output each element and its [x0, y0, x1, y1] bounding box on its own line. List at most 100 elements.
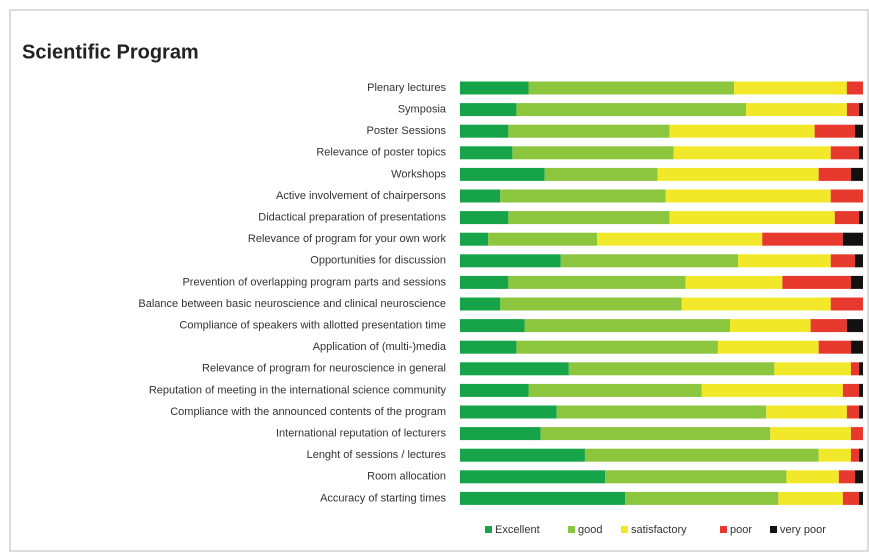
bar-segment	[846, 405, 859, 419]
bar-segment	[568, 362, 775, 376]
bar-segment	[584, 448, 819, 462]
bar-segment	[814, 124, 855, 138]
bar-segment	[842, 491, 859, 505]
bar-segment	[850, 275, 863, 289]
bar-segment	[460, 491, 626, 505]
legend-swatch	[568, 526, 575, 533]
legend-swatch	[770, 526, 777, 533]
category-label: Prevention of overlapping program parts …	[182, 276, 446, 288]
legend-swatch	[621, 526, 628, 533]
bar-segment	[858, 211, 863, 225]
bar-segment	[673, 146, 831, 160]
bar-segment	[830, 254, 855, 268]
bar-segment	[854, 254, 863, 268]
category-label: Workshops	[391, 168, 446, 180]
bar-segment	[560, 254, 739, 268]
bar-segment	[846, 319, 863, 333]
bar-segment	[858, 362, 863, 376]
bar-segment	[460, 448, 585, 462]
bar-segment	[858, 383, 863, 397]
bar-segment	[460, 232, 489, 246]
bar-segment	[701, 383, 843, 397]
bar-segment	[838, 470, 855, 484]
bar-segment	[818, 448, 851, 462]
bar-segment	[516, 340, 718, 354]
bar-segment	[625, 491, 779, 505]
category-label: Poster Sessions	[367, 125, 447, 137]
bar-segment	[597, 232, 763, 246]
bar-segment	[762, 232, 843, 246]
bar-segment	[850, 167, 863, 181]
bar-segment	[460, 405, 557, 419]
bar-segment	[524, 319, 731, 333]
bar-segment	[460, 254, 561, 268]
bar-segment	[810, 319, 847, 333]
bar-segment	[460, 340, 517, 354]
bar-segment	[460, 275, 509, 289]
bar-segment	[850, 362, 859, 376]
bar-segment	[782, 275, 851, 289]
bar-segment	[766, 405, 847, 419]
bar-segment	[460, 362, 569, 376]
bar-segment	[460, 470, 606, 484]
bar-segment	[842, 232, 863, 246]
category-label: Balance between basic neuroscience and c…	[138, 298, 446, 310]
bar-segment	[830, 146, 859, 160]
legend-label: very poor	[780, 524, 826, 536]
bar-segment	[746, 103, 847, 117]
bar-segment	[669, 211, 835, 225]
bar-segment	[500, 297, 682, 311]
bar-segment	[488, 232, 598, 246]
category-label: Relevance of program for neuroscience in…	[202, 363, 446, 375]
bar-segment	[460, 146, 513, 160]
bar-segment	[734, 81, 847, 95]
bar-segment	[774, 362, 851, 376]
bar-segment	[830, 189, 863, 203]
category-label: International reputation of lecturers	[276, 428, 446, 440]
bar-segment	[657, 167, 819, 181]
bar-segment	[854, 470, 863, 484]
bar-segment	[460, 383, 529, 397]
legend-label: satisfactory	[631, 524, 687, 536]
legend-label: Excellent	[495, 524, 540, 536]
bar-segment	[460, 189, 501, 203]
bar-segment	[846, 103, 859, 117]
bar-segment	[500, 189, 666, 203]
bar-segment	[460, 297, 501, 311]
bar-segment	[858, 491, 863, 505]
category-label: Didactical preparation of presentations	[258, 212, 446, 224]
legend-label: good	[578, 524, 602, 536]
bar-segment	[850, 340, 863, 354]
category-label: Symposia	[398, 104, 447, 116]
bar-segment	[786, 470, 839, 484]
chart-title: Scientific Program	[22, 41, 199, 63]
bar-segment	[858, 405, 863, 419]
bar-segment	[508, 211, 670, 225]
bar-segment	[460, 103, 517, 117]
bar-segment	[460, 167, 545, 181]
bar-segment	[528, 383, 702, 397]
bar-segment	[717, 340, 819, 354]
bar-segment	[516, 103, 747, 117]
bar-segment	[540, 427, 771, 441]
category-label: Accuracy of starting times	[320, 492, 446, 504]
bar-segment	[460, 211, 509, 225]
bar-segment	[842, 383, 859, 397]
bar-segment	[685, 275, 783, 289]
bar-segment	[770, 427, 851, 441]
bar-segment	[858, 448, 863, 462]
category-label: Plenary lectures	[367, 82, 446, 94]
bar-segment	[508, 124, 670, 138]
category-label: Compliance of speakers with allotted pre…	[179, 320, 446, 332]
bar-segment	[730, 319, 811, 333]
frame	[9, 9, 869, 552]
bar-segment	[512, 146, 674, 160]
bar-segment	[460, 124, 509, 138]
bar-segment	[460, 319, 525, 333]
bar-segment	[681, 297, 831, 311]
legend-swatch	[720, 526, 727, 533]
bar-segment	[850, 448, 859, 462]
bar-segment	[556, 405, 767, 419]
bar-segment	[850, 427, 863, 441]
